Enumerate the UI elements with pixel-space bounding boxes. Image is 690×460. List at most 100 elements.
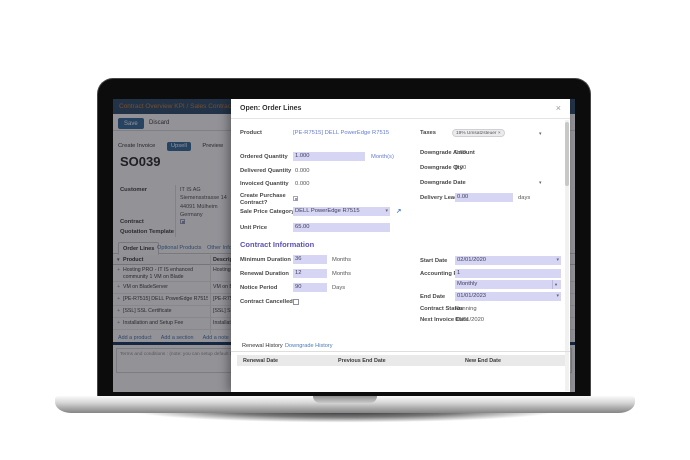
end-date-label: End Date	[420, 294, 446, 300]
notice-period-label: Notice Period	[240, 285, 278, 291]
sale-price-category-select[interactable]: DELL PowerEdge R7515 ▾	[293, 207, 390, 216]
delivered-quantity-value: 0.000	[295, 168, 310, 174]
product-cell: Installation and Setup Fee	[123, 320, 184, 326]
close-icon[interactable]: ×	[555, 103, 561, 113]
drag-handle-icon[interactable]: +	[117, 267, 121, 273]
discard-button[interactable]: Discard	[149, 120, 170, 126]
renewal-duration-label: Renewal Duration	[240, 271, 289, 277]
start-date-label: Start Date	[420, 258, 448, 264]
accounting-period-input[interactable]: 1	[455, 269, 561, 278]
product-cell: Hosting PRO - IT IS enhanced community 1…	[123, 267, 193, 280]
save-button[interactable]: Save	[118, 118, 144, 129]
invoiced-quantity-label: Invoiced Quantity	[240, 181, 289, 187]
contract-label: Contract	[120, 219, 144, 225]
customer-city: 44091 Mülheim	[180, 203, 218, 210]
create-purchase-contract-checkbox[interactable]	[293, 196, 298, 201]
preview-button[interactable]: Preview	[202, 143, 224, 149]
contract-cancelled-checkbox[interactable]	[293, 299, 299, 305]
contract-information-title: Contract Information	[240, 240, 315, 249]
ordered-quantity-input[interactable]: 1.000	[293, 152, 365, 161]
downgrade-qty-label: Downgrade Qty	[420, 165, 463, 171]
new-end-date-column-header[interactable]: New End Date	[465, 357, 501, 364]
notice-period-unit: Days	[332, 285, 346, 291]
drag-handle-icon[interactable]: +	[117, 296, 121, 302]
customer-name: IT IS AG	[180, 187, 201, 193]
customer-label: Customer	[120, 187, 148, 193]
product-column-header[interactable]: Product	[123, 257, 144, 263]
downgrade-amount-value: 0.00	[455, 150, 467, 156]
minimum-duration-label: Minimum Duration	[240, 257, 291, 263]
customer-address[interactable]: IT IS AG Siemensstrasse 14 44091 Mülheim…	[180, 186, 227, 219]
chevron-down-icon: ▾	[556, 257, 559, 263]
end-date-input[interactable]: 01/01/2023 ▾	[455, 292, 561, 301]
order-line-modal: Open: Order Lines × Product [PE-R7515] D…	[231, 99, 570, 392]
table-column-divider	[210, 255, 211, 334]
taxes-label: Taxes	[420, 130, 437, 136]
ordered-unit-link[interactable]: Month(s)	[371, 154, 394, 160]
chevron-down-icon: ▾	[385, 208, 388, 214]
downgrade-qty-value: 0.00	[455, 165, 467, 171]
tab-downgrade-history[interactable]: Downgrade History	[285, 343, 333, 349]
drag-handle-icon[interactable]: +	[117, 308, 121, 314]
customer-street: Siemensstrasse 14	[180, 195, 227, 202]
delivery-lead-unit: days	[518, 195, 531, 201]
minimum-duration-input[interactable]: 36	[293, 255, 327, 264]
select-arrow-icon: ▾	[552, 280, 559, 289]
delivery-lead-time-input[interactable]: 0.00	[455, 193, 513, 202]
contract-status-label: Contract Status	[420, 306, 464, 312]
customer-country: Germany	[180, 211, 203, 218]
divider	[175, 185, 176, 237]
contract-checkbox[interactable]	[180, 219, 185, 224]
drag-handle-icon[interactable]: +	[117, 320, 121, 326]
history-tabs: Renewal History Downgrade History	[231, 341, 570, 352]
chevron-down-icon[interactable]: ▾	[539, 131, 542, 137]
modal-scrollbar[interactable]	[565, 120, 569, 391]
tab-other-information[interactable]: Other Information	[207, 245, 251, 251]
modal-title: Open: Order Lines	[240, 105, 302, 112]
create-invoice-button[interactable]: Create Invoice	[118, 143, 156, 149]
next-invoice-date-value: 03/01/2020	[455, 317, 485, 323]
renewal-duration-input[interactable]: 12	[293, 269, 327, 278]
accounting-period-select[interactable]: Monthly ▾	[455, 280, 561, 289]
table-footer-links: Add a product Add a section Add a note	[118, 335, 237, 341]
product-cell: VM on BladeServer	[123, 284, 168, 290]
renewal-duration-unit: Months	[332, 271, 352, 277]
unit-price-input[interactable]: 65.00	[293, 223, 390, 232]
scrollbar-thumb[interactable]	[565, 122, 569, 186]
product-link[interactable]: [PE-R7515] DELL PowerEdge R7515	[293, 130, 390, 136]
tab-optional-products[interactable]: Optional Products	[157, 245, 202, 251]
upsell-button[interactable]: Upsell	[166, 141, 191, 151]
chevron-down-icon[interactable]: ▾	[539, 180, 542, 186]
laptop-screen: Contract Overview KPI / Sales Contract /…	[113, 99, 575, 392]
tab-order-lines[interactable]: Order Lines	[118, 242, 160, 255]
sort-icon[interactable]: ▾	[117, 257, 120, 263]
minimum-duration-unit: Months	[332, 257, 352, 263]
add-a-product-link[interactable]: Add a product	[118, 335, 152, 341]
ordered-quantity-label: Ordered Quantity	[240, 154, 288, 160]
create-purchase-contract-label: Create Purchase Contract?	[240, 193, 286, 206]
page-title: SO039	[120, 154, 161, 169]
sale-price-category-label: Sale Price Category	[240, 209, 295, 215]
next-invoice-date-label: Next Invoice Date	[420, 317, 469, 323]
description-column-header[interactable]: Description	[213, 257, 243, 263]
drag-handle-icon[interactable]: +	[117, 284, 121, 290]
product-cell: [SSL] SSL Certificate	[123, 308, 172, 314]
add-a-section-link[interactable]: Add a section	[160, 335, 194, 341]
laptop-base	[55, 396, 635, 413]
delivery-lead-time-label: Delivery Lead Time	[420, 195, 473, 201]
quotation-template-label: Quotation Template	[120, 229, 174, 235]
start-date-input[interactable]: 02/01/2020 ▾	[455, 256, 561, 265]
previous-end-date-column-header[interactable]: Previous End Date	[338, 357, 386, 364]
renewal-date-column-header[interactable]: Renewal Date	[243, 357, 279, 364]
notice-period-input[interactable]: 90	[293, 283, 327, 292]
add-a-note-link[interactable]: Add a note	[202, 335, 229, 341]
delivered-quantity-label: Delivered Quantity	[240, 168, 292, 174]
external-link-icon[interactable]: ↗	[396, 208, 402, 215]
contract-status-value: Running	[455, 306, 477, 312]
chevron-down-icon: ▾	[556, 293, 559, 299]
tag-remove-icon[interactable]: ×	[497, 131, 501, 136]
invoiced-quantity-value: 0.000	[295, 181, 310, 187]
tab-renewal-history[interactable]: Renewal History	[242, 343, 283, 349]
tax-tag[interactable]: 19% Umsatzsteuer ×	[452, 129, 505, 137]
product-cell: [PE-R7515] DELL PowerEdge R7515	[123, 296, 208, 302]
